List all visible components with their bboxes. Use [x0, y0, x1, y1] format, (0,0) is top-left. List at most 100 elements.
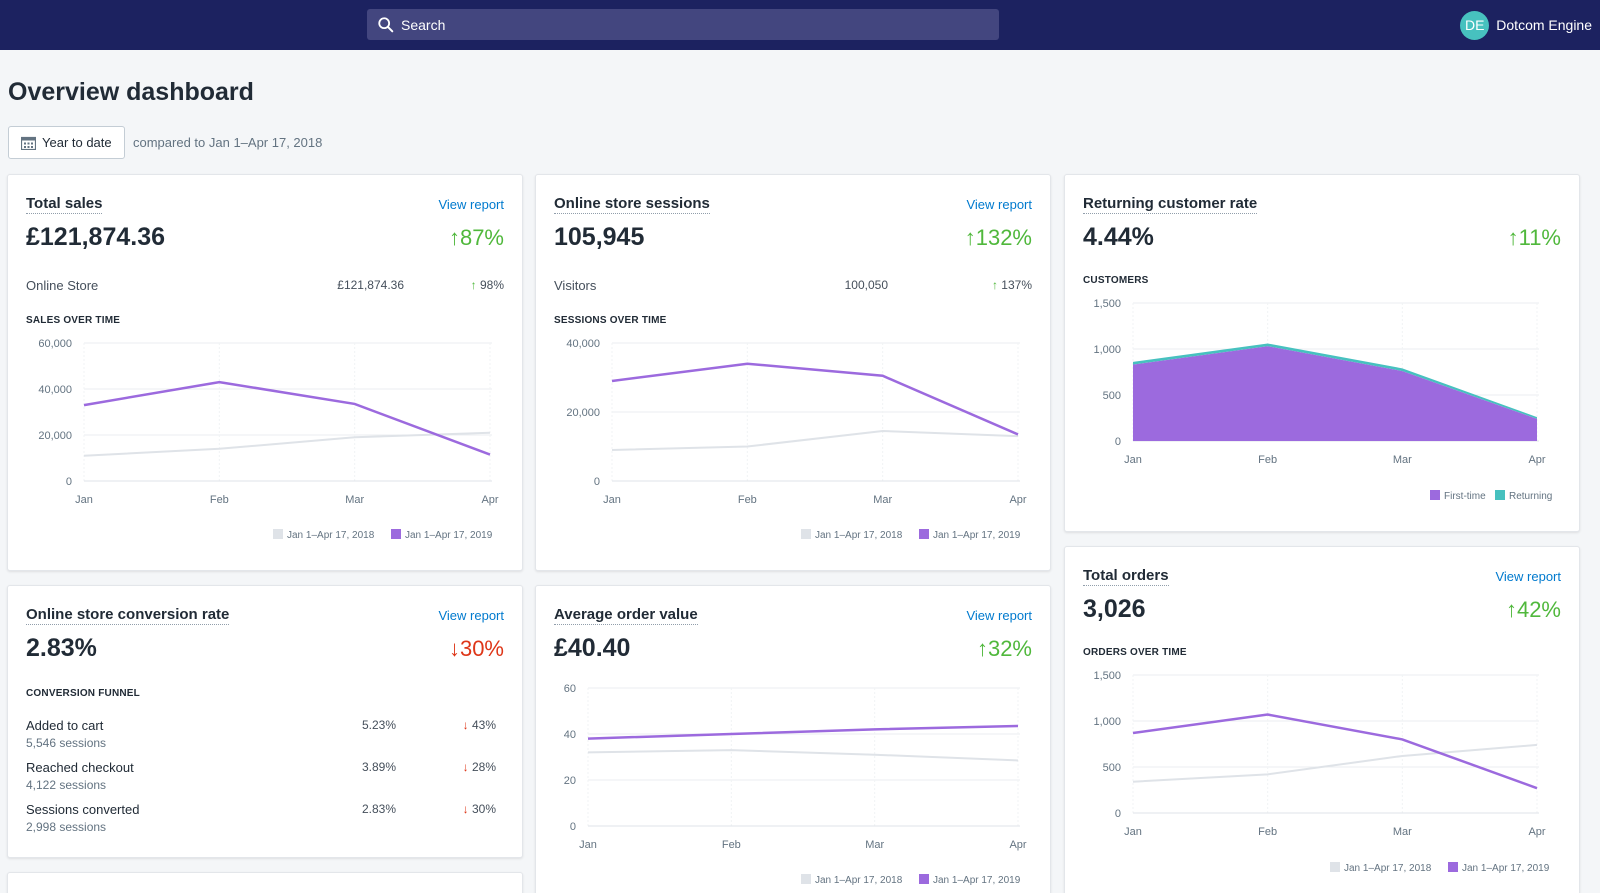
x-tick-label: Mar [865, 839, 884, 851]
search-input[interactable]: Search [367, 9, 999, 40]
store-name[interactable]: Dotcom Engine [1496, 17, 1592, 33]
arrow-down-icon: ↓ [462, 802, 472, 816]
y-tick-label: 500 [1103, 390, 1121, 402]
avatar[interactable]: DE [1460, 10, 1490, 40]
date-range-label: Year to date [42, 135, 112, 150]
funnel-step-change: ↓ 30% [463, 802, 496, 816]
partial-card [7, 872, 523, 893]
legend-swatch [1330, 862, 1340, 872]
change-value: 11% [1518, 225, 1561, 250]
x-tick-label: Apr [1528, 826, 1545, 838]
user-menu[interactable]: DE Dotcom Engine [1460, 10, 1592, 40]
legend-swatch [273, 529, 283, 539]
page-title: Overview dashboard [8, 78, 254, 106]
metric-change: ↑11% [1508, 225, 1561, 251]
funnel-step-sessions: 4,122 sessions [26, 778, 107, 792]
average-order-value-card: Average order value View report £40.40 ↑… [535, 585, 1051, 893]
x-tick-label: Jan [579, 839, 597, 851]
y-tick-label: 0 [570, 821, 576, 833]
average-order-value-chart: 0 20 40 60 Jan Feb Mar Apr Jan 1–Apr 17, 2018 Jan… [564, 683, 1027, 886]
metric-change: ↑32% [977, 636, 1032, 662]
card-title[interactable]: Online store sessions [554, 195, 710, 214]
returning-area [1133, 343, 1537, 419]
x-tick-label: Apr [1528, 454, 1545, 466]
metric-change: ↓30% [449, 636, 504, 662]
x-tick-label: Jan [1124, 454, 1142, 466]
metric-change: ↑132% [965, 225, 1032, 251]
funnel-row: Reached checkout 4,122 sessions 3.89% ↓ … [26, 760, 496, 796]
funnel-step-rate: 2.83% [361, 802, 396, 816]
legend-label: Jan 1–Apr 17, 2018 [815, 530, 903, 541]
y-tick-label: 0 [66, 476, 72, 488]
change-value: 30% [471, 802, 496, 816]
card-title[interactable]: Total orders [1083, 567, 1169, 586]
legend-swatch [1448, 862, 1458, 872]
section-label: ORDERS OVER TIME [1083, 647, 1187, 658]
y-tick-label: 60,000 [38, 338, 72, 350]
section-label: CUSTOMERS [1083, 275, 1149, 286]
orders-over-time-chart: 0 500 1,000 1,500 Jan Feb Mar Apr Jan 1–Apr 17, … [1093, 670, 1550, 874]
legend-swatch [1430, 490, 1440, 500]
series-line-2019 [587, 724, 1019, 740]
funnel-step-name: Added to cart [26, 718, 104, 733]
view-report-link[interactable]: View report [966, 608, 1032, 623]
arrow-up-icon: ↑ [964, 225, 976, 250]
change-value: 98% [479, 278, 504, 292]
metric-value: 2.83% [26, 634, 97, 662]
legend-label: Jan 1–Apr 17, 2019 [1462, 863, 1550, 874]
y-tick-label: 40,000 [38, 384, 72, 396]
card-title[interactable]: Average order value [554, 606, 698, 625]
x-tick-label: Jan [603, 494, 621, 506]
x-tick-label: Apr [1009, 494, 1026, 506]
arrow-up-icon: ↑ [448, 225, 460, 250]
legend-label: Jan 1–Apr 17, 2019 [933, 875, 1021, 886]
legend-swatch [919, 529, 929, 539]
metric-value: 3,026 [1083, 595, 1146, 623]
y-tick-label: 500 [1103, 762, 1121, 774]
y-tick-label: 0 [1115, 436, 1121, 448]
view-report-link[interactable]: View report [438, 608, 504, 623]
funnel-row: Sessions converted 2,998 sessions 2.83% … [26, 802, 496, 838]
x-tick-label: Feb [738, 494, 757, 506]
series-line-2018 [611, 429, 1019, 451]
funnel-step-sessions: 2,998 sessions [26, 820, 107, 834]
funnel-step-sessions: 5,546 sessions [26, 736, 107, 750]
x-tick-label: Jan [1124, 826, 1142, 838]
calendar-icon [21, 136, 36, 150]
view-report-link[interactable]: View report [438, 197, 504, 212]
y-tick-label: 20,000 [38, 430, 72, 442]
arrow-up-icon: ↑ [976, 636, 988, 661]
card-title[interactable]: Total sales [26, 195, 103, 214]
y-tick-label: 1,500 [1093, 670, 1121, 682]
first-time-area [1133, 346, 1537, 441]
sessions-over-time-chart: 0 20,000 40,000 Jan Feb Mar Apr Jan 1–Apr 17, 2… [566, 338, 1027, 541]
view-report-link[interactable]: View report [1495, 569, 1561, 584]
card-title[interactable]: Returning customer rate [1083, 195, 1258, 214]
date-range-button[interactable]: Year to date [8, 126, 125, 159]
breakdown-change: ↑ 137% [992, 278, 1032, 292]
x-tick-label: Mar [873, 494, 892, 506]
card-title[interactable]: Online store conversion rate [26, 606, 230, 625]
legend-label: Jan 1–Apr 17, 2018 [815, 875, 903, 886]
metric-value: 105,945 [554, 223, 645, 251]
y-tick-label: 40 [564, 729, 576, 741]
x-tick-label: Feb [722, 839, 741, 851]
view-report-link[interactable]: View report [966, 197, 1032, 212]
legend-swatch [919, 874, 929, 884]
x-tick-label: Jan [75, 494, 93, 506]
y-tick-label: 1,500 [1093, 298, 1121, 310]
legend-label: Jan 1–Apr 17, 2019 [933, 530, 1021, 541]
section-label: CONVERSION FUNNEL [26, 688, 140, 699]
metric-value: £121,874.36 [26, 223, 166, 251]
legend-swatch [391, 529, 401, 539]
y-tick-label: 20,000 [566, 407, 600, 419]
legend-swatch [801, 529, 811, 539]
x-tick-label: Mar [1393, 454, 1412, 466]
series-line-2018 [1132, 743, 1538, 783]
customers-chart: 0 500 1,000 1,500 Jan Feb Mar Apr First-time Retu… [1093, 298, 1552, 502]
search-icon [378, 17, 394, 33]
legend-label: First-time [1444, 491, 1486, 502]
arrow-up-icon: ↑ [470, 278, 480, 292]
funnel-step-name: Reached checkout [26, 760, 134, 775]
y-tick-label: 0 [594, 476, 600, 488]
